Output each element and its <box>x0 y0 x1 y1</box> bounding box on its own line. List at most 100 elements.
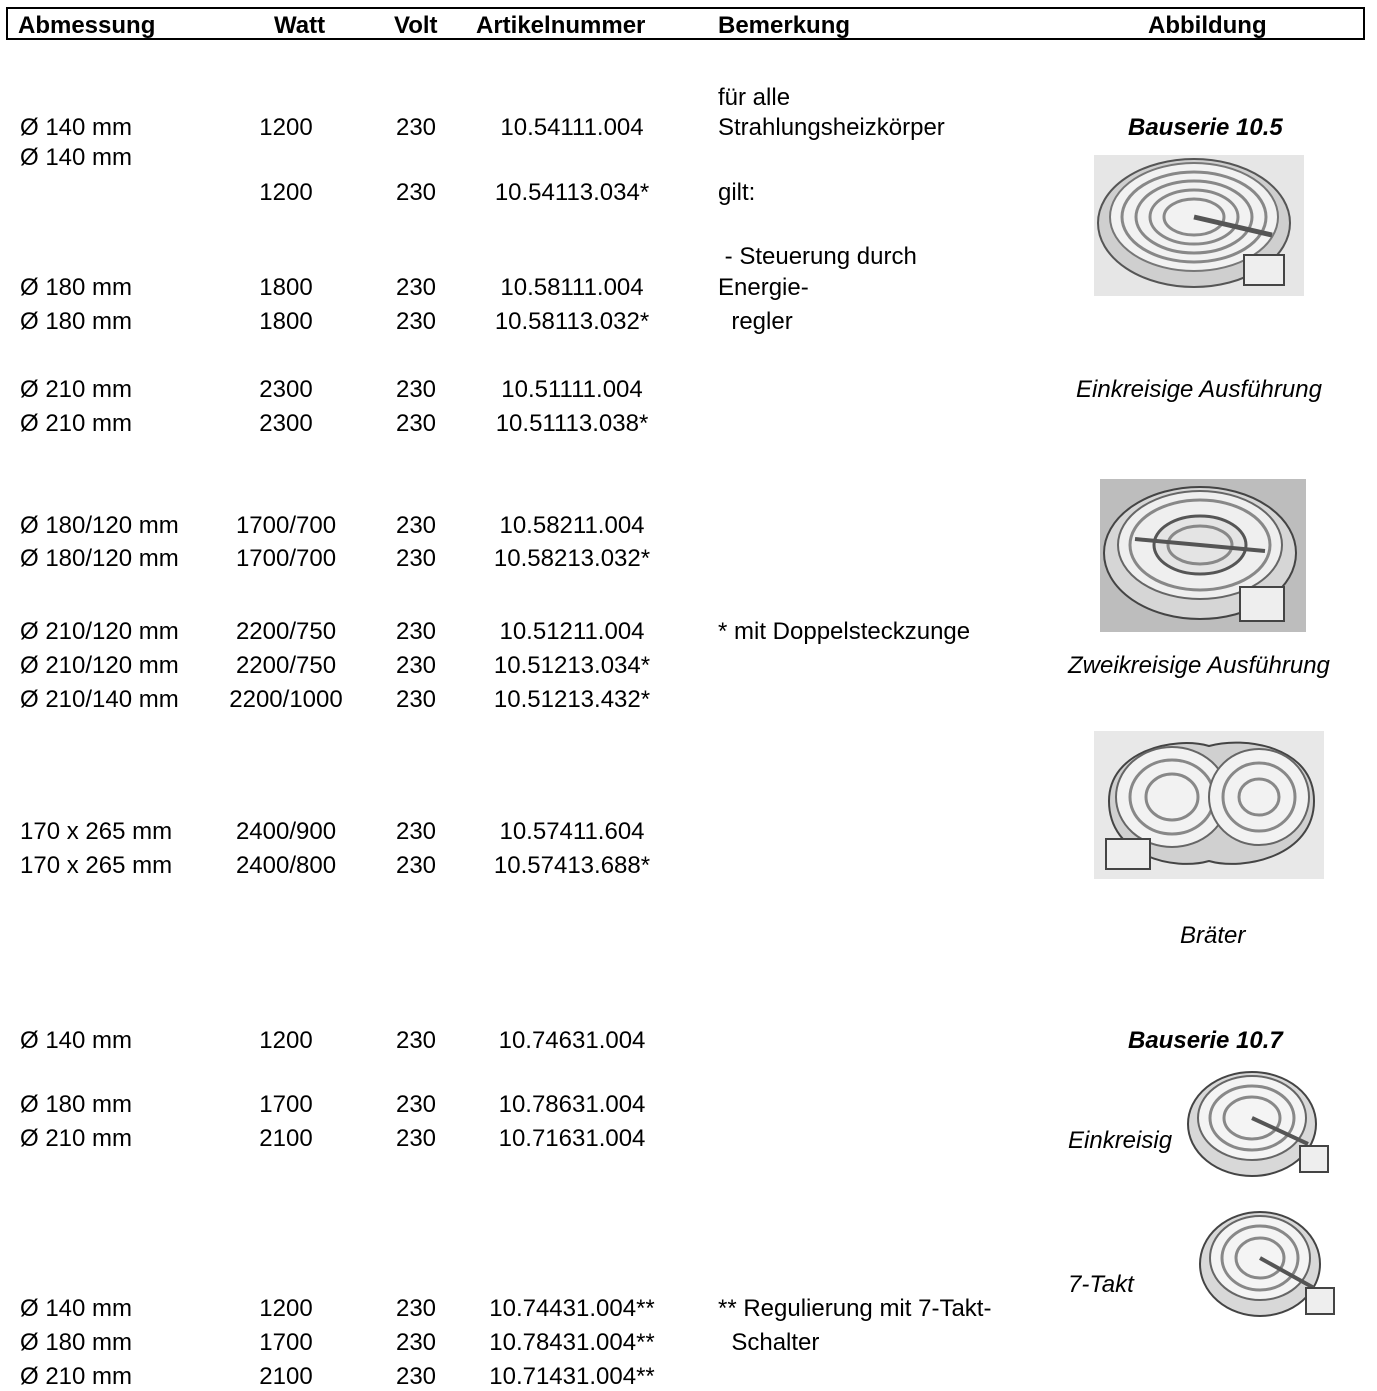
row-volt-cell: 230 <box>395 1329 437 1356</box>
roaster-heater-image <box>1094 731 1324 879</box>
row-article-number-cell: 10.57413.688* <box>493 852 651 879</box>
row-dimension-cell: Ø 140 mm <box>20 114 133 141</box>
row-volt-cell: 230 <box>395 376 437 403</box>
row-dimension-cell: Ø 180 mm <box>20 1091 133 1118</box>
row-volt-cell: 230 <box>395 410 437 437</box>
row-watt-cell: 1700/700 <box>235 512 337 539</box>
row-article-number-cell: 10.78431.004** <box>489 1329 655 1356</box>
row-article-number-cell: 10.51111.004 <box>501 376 643 403</box>
row-watt-cell: 1800 <box>259 274 313 301</box>
row-article-number-cell: 10.51213.034* <box>493 652 651 679</box>
row-dimension-cell: Ø 210 mm <box>20 376 133 403</box>
row-watt-cell: 2300 <box>259 376 313 403</box>
row-volt-cell: 230 <box>395 652 437 679</box>
row-volt-cell: 230 <box>395 1363 437 1390</box>
row-volt-cell: 230 <box>395 618 437 645</box>
row-watt-cell: 2100 <box>259 1363 313 1390</box>
row-watt-cell: 1700 <box>259 1091 313 1118</box>
series-105-caption: Bauserie 10.5 <box>1128 114 1283 141</box>
row-watt-cell: 1200 <box>259 114 313 141</box>
row-volt-cell: 230 <box>395 818 437 845</box>
row-volt-cell: 230 <box>395 1125 437 1152</box>
header-dimension: Abmessung <box>18 12 156 39</box>
row-volt-cell: 230 <box>395 274 437 301</box>
row-dimension-cell: Ø 140 mm <box>20 144 133 171</box>
series-107-caption: Bauserie 10.7 <box>1128 1027 1283 1054</box>
row-volt-cell: 230 <box>395 545 437 572</box>
row-article-number-cell: 10.58213.032* <box>493 545 651 572</box>
row-watt-cell: 1800 <box>259 308 313 335</box>
row-article-number-cell: 10.51213.432* <box>493 686 651 713</box>
row-article-number-cell: 10.74431.004** <box>489 1295 655 1322</box>
row-dimension-cell: Ø 210/140 mm <box>20 686 179 713</box>
row-volt-cell: 230 <box>395 512 437 539</box>
row-volt-cell: 230 <box>395 179 437 206</box>
row-watt-cell: 1700/700 <box>235 545 337 572</box>
row-watt-cell: 2400/800 <box>235 852 337 879</box>
roaster-caption: Bräter <box>1180 922 1246 949</box>
remark-line: regler <box>718 308 793 335</box>
row-dimension-cell: Ø 140 mm <box>20 1027 133 1054</box>
remark-line: für alle <box>718 84 791 111</box>
row-dimension-cell: Ø 210 mm <box>20 1363 133 1390</box>
remark-line: Strahlungsheizkörper <box>718 114 945 141</box>
row-article-number-cell: 10.58211.004 <box>499 512 645 539</box>
row-watt-cell: 2200/750 <box>235 652 337 679</box>
row-watt-cell: 1700 <box>259 1329 313 1356</box>
header-watt: Watt <box>274 12 326 39</box>
row-dimension-cell: Ø 210/120 mm <box>20 652 179 679</box>
row-dimension-cell: Ø 180 mm <box>20 308 133 335</box>
row-watt-cell: 2100 <box>259 1125 313 1152</box>
row-article-number-cell: 10.58111.004 <box>500 274 644 301</box>
remark-line: gilt: <box>718 179 756 206</box>
series-107-single-circuit-image <box>1187 1071 1329 1177</box>
row-volt-cell: 230 <box>395 1091 437 1118</box>
row-dimension-cell: Ø 180/120 mm <box>20 512 179 539</box>
remark-line: Schalter <box>718 1329 820 1356</box>
row-watt-cell: 2200/1000 <box>229 686 343 713</box>
row-watt-cell: 2400/900 <box>235 818 337 845</box>
row-dimension-cell: Ø 140 mm <box>20 1295 133 1322</box>
row-dimension-cell: Ø 180 mm <box>20 274 133 301</box>
row-article-number-cell: 10.71431.004** <box>489 1363 655 1390</box>
row-volt-cell: 230 <box>395 1295 437 1322</box>
row-volt-cell: 230 <box>395 114 437 141</box>
row-volt-cell: 230 <box>395 1027 437 1054</box>
row-article-number-cell: 10.71631.004 <box>498 1125 646 1152</box>
row-article-number-cell: 10.54113.034* <box>494 179 650 206</box>
row-article-number-cell: 10.78631.004 <box>498 1091 646 1118</box>
row-volt-cell: 230 <box>395 308 437 335</box>
dual-circuit-caption: Zweikreisige Ausführung <box>1068 652 1330 679</box>
row-dimension-cell: Ø 180 mm <box>20 1329 133 1356</box>
remark-line: * mit Doppelsteckzunge <box>718 618 971 645</box>
row-dimension-cell: 170 x 265 mm <box>20 818 173 845</box>
row-watt-cell: 2200/750 <box>235 618 337 645</box>
row-article-number-cell: 10.54111.004 <box>500 114 644 141</box>
remark-line: - Steuerung durch <box>718 243 917 270</box>
row-watt-cell: 1200 <box>259 179 313 206</box>
row-volt-cell: 230 <box>395 686 437 713</box>
seven-step-heater-image <box>1199 1211 1335 1317</box>
row-dimension-cell: Ø 210/120 mm <box>20 618 179 645</box>
header-volt: Volt <box>394 12 438 39</box>
single-circuit-short-caption: Einkreisig <box>1068 1127 1173 1154</box>
table-header: Abmessung Watt Volt Artikelnummer Bemerk… <box>6 7 1365 40</box>
seven-step-caption: 7-Takt <box>1068 1271 1134 1298</box>
row-dimension-cell: 170 x 265 mm <box>20 852 173 879</box>
header-figure: Abbildung <box>1148 12 1267 39</box>
row-article-number-cell: 10.57411.604 <box>499 818 645 845</box>
row-watt-cell: 1200 <box>259 1295 313 1322</box>
single-circuit-caption: Einkreisige Ausführung <box>1076 376 1322 403</box>
row-article-number-cell: 10.58113.032* <box>494 308 650 335</box>
row-article-number-cell: 10.51211.004 <box>499 618 645 645</box>
row-watt-cell: 1200 <box>259 1027 313 1054</box>
remark-line: Energie- <box>718 274 809 301</box>
row-watt-cell: 2300 <box>259 410 313 437</box>
row-article-number-cell: 10.74631.004 <box>498 1027 646 1054</box>
header-article-number: Artikelnummer <box>476 12 646 39</box>
row-dimension-cell: Ø 210 mm <box>20 1125 133 1152</box>
row-dimension-cell: Ø 210 mm <box>20 410 133 437</box>
row-article-number-cell: 10.51113.038* <box>495 410 649 437</box>
dual-circuit-heater-image <box>1100 479 1306 632</box>
header-remark: Bemerkung <box>718 12 851 39</box>
